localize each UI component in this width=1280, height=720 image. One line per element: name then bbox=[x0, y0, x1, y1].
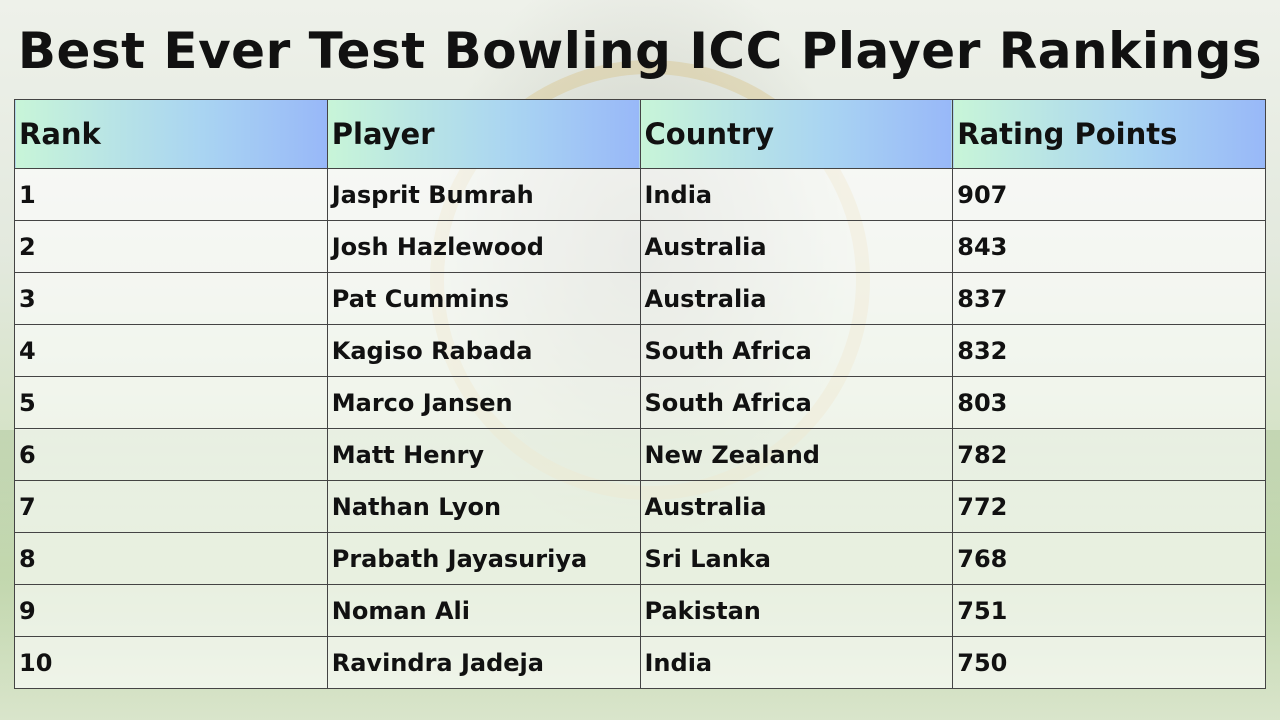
table-cell: 772 bbox=[952, 480, 1266, 533]
table-body: 1 Jasprit Bumrah India 907 2 Josh Hazlewood Au… bbox=[14, 168, 1266, 689]
table-cell: 843 bbox=[952, 220, 1266, 273]
table-cell: Josh Hazlewood bbox=[326, 220, 641, 273]
table-cell: Sri Lanka bbox=[639, 532, 954, 585]
table-cell: Pat Cummins bbox=[326, 272, 641, 325]
table-cell: 803 bbox=[952, 376, 1266, 429]
table-cell: Marco Jansen bbox=[326, 376, 641, 429]
column-header: Country bbox=[639, 99, 954, 169]
table-row: 5 Marco Jansen South Africa 803 bbox=[14, 376, 1266, 429]
table-row: 1 Jasprit Bumrah India 907 bbox=[14, 168, 1266, 221]
table-row: 4 Kagiso Rabada South Africa 832 bbox=[14, 324, 1266, 377]
table-cell: 5 bbox=[14, 376, 328, 429]
table-cell: 837 bbox=[952, 272, 1266, 325]
table-row: 9 Noman Ali Pakistan 751 bbox=[14, 584, 1266, 637]
table-cell: 7 bbox=[14, 480, 328, 533]
table-cell: 10 bbox=[14, 636, 328, 689]
table-cell: Nathan Lyon bbox=[326, 480, 641, 533]
header-row: Rank Player Country Rating Points bbox=[14, 99, 1266, 169]
table-cell: Noman Ali bbox=[326, 584, 641, 637]
table-cell: 782 bbox=[952, 428, 1266, 481]
table-cell: Matt Henry bbox=[326, 428, 641, 481]
table-row: 6 Matt Henry New Zealand 782 bbox=[14, 428, 1266, 481]
table-cell: New Zealand bbox=[639, 428, 954, 481]
title: Best Ever Test Bowling ICC Player Rankin… bbox=[17, 22, 1263, 80]
column-header: Rating Points bbox=[952, 99, 1266, 169]
table-cell: Ravindra Jadeja bbox=[326, 636, 641, 689]
table-cell: Australia bbox=[639, 480, 954, 533]
table-cell: Pakistan bbox=[639, 584, 954, 637]
table-cell: 4 bbox=[14, 324, 328, 377]
table-cell: 832 bbox=[952, 324, 1266, 377]
table-cell: India bbox=[639, 168, 954, 221]
table-cell: India bbox=[639, 636, 954, 689]
table-cell: Jasprit Bumrah bbox=[326, 168, 641, 221]
table-cell: Kagiso Rabada bbox=[326, 324, 641, 377]
table-cell: South Africa bbox=[639, 324, 954, 377]
table-row: 10 Ravindra Jadeja India 750 bbox=[14, 636, 1266, 689]
table-row: 7 Nathan Lyon Australia 772 bbox=[14, 480, 1266, 533]
table-cell: 907 bbox=[952, 168, 1266, 221]
rankings-table: Rank Player Country Rating Points 1 Jasprit … bbox=[14, 99, 1266, 689]
table-cell: South Africa bbox=[639, 376, 954, 429]
table-cell: Australia bbox=[639, 220, 954, 273]
table-cell: 1 bbox=[14, 168, 328, 221]
table-row: 2 Josh Hazlewood Australia 843 bbox=[14, 220, 1266, 273]
column-header: Player bbox=[326, 99, 641, 169]
table-cell: Australia bbox=[639, 272, 954, 325]
table-cell: 6 bbox=[14, 428, 328, 481]
table-row: 8 Prabath Jayasuriya Sri Lanka 768 bbox=[14, 532, 1266, 585]
table-cell: 2 bbox=[14, 220, 328, 273]
table-cell: 751 bbox=[952, 584, 1266, 637]
column-header: Rank bbox=[14, 99, 328, 169]
table-row: 3 Pat Cummins Australia 837 bbox=[14, 272, 1266, 325]
table-cell: Prabath Jayasuriya bbox=[326, 532, 641, 585]
table-cell: 768 bbox=[952, 532, 1266, 585]
table-cell: 750 bbox=[952, 636, 1266, 689]
table-cell: 9 bbox=[14, 584, 328, 637]
table-cell: 3 bbox=[14, 272, 328, 325]
table-cell: 8 bbox=[14, 532, 328, 585]
